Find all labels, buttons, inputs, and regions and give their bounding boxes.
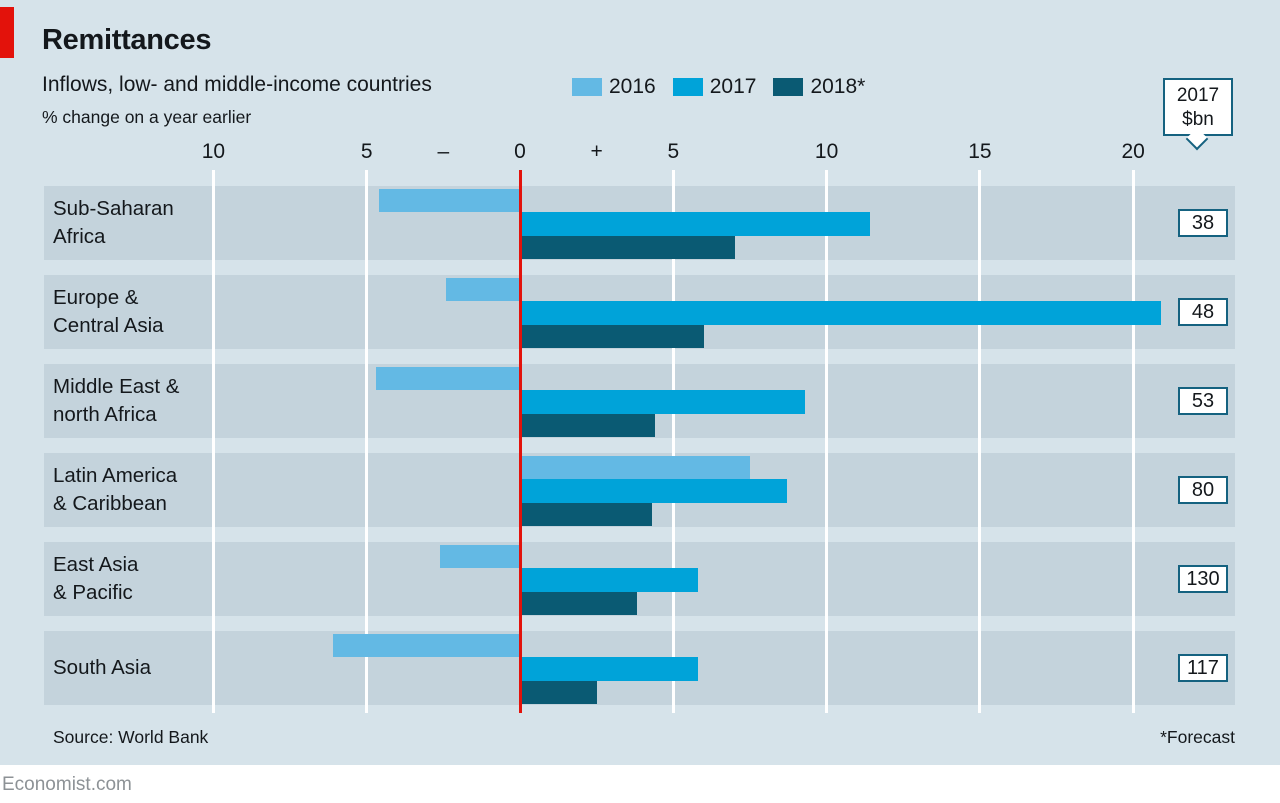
value-box-south-asia: 117: [1178, 654, 1228, 682]
legend-item-2017: 2017: [672, 75, 757, 99]
region-label-middle-east-north-africa: Middle East & north Africa: [53, 375, 180, 426]
footer-strip: Economist.com: [0, 765, 1280, 803]
bar-2018-latin-america-caribbean: [520, 502, 652, 527]
chart-unit-label: % change on a year earlier: [42, 107, 252, 127]
gridline-5: [671, 170, 675, 713]
gridline-15: [978, 170, 982, 713]
chart-legend: 2016 2017 2018*: [572, 75, 865, 99]
value-box-europe-central-asia: 48: [1178, 298, 1228, 326]
axis-tick-2.5: +: [590, 140, 603, 163]
bar-2018-middle-east-north-africa: [520, 413, 655, 438]
region-label-europe-central-asia: Europe & Central Asia: [53, 286, 164, 337]
source-note: Source: World Bank: [53, 727, 209, 747]
value-box-latin-america-caribbean: 80: [1178, 476, 1228, 504]
axis-tick-20: 20: [1121, 140, 1145, 163]
axis-tick--10: 10: [201, 140, 226, 163]
zero-baseline: [518, 170, 522, 713]
bar-2018-south-asia: [520, 680, 597, 705]
axis-tick-0: 0: [514, 140, 526, 163]
legend-item-2018: 2018*: [773, 75, 865, 99]
legend-item-2016: 2016: [572, 75, 656, 99]
bar-2016-south-asia: [332, 634, 520, 658]
forecast-note: *Forecast: [1160, 727, 1235, 747]
bar-2016-middle-east-north-africa: [375, 367, 520, 391]
legend-swatch-2017: [672, 78, 703, 96]
legend-swatch-2018: [773, 78, 804, 96]
legend-label-2016: 2016: [609, 75, 656, 98]
axis-tick--5: 5: [360, 140, 373, 163]
bar-2016-latin-america-caribbean: [520, 456, 750, 480]
economist-red-tab: [0, 7, 14, 58]
bar-2016-europe-central-asia: [446, 278, 520, 302]
region-label-latin-america-caribbean: Latin America & Caribbean: [53, 464, 178, 515]
value-box-sub-saharan-africa: 38: [1178, 209, 1228, 237]
bar-2017-europe-central-asia: [520, 301, 1161, 325]
value-box-east-asia-pacific: 130: [1178, 565, 1228, 593]
chart-subtitle: Inflows, low- and middle-income countrie…: [42, 73, 432, 96]
callout-2017-bn: 2017 $bn: [1163, 78, 1233, 136]
bar-2017-middle-east-north-africa: [520, 390, 806, 414]
gridline--10: [211, 170, 215, 713]
value-box-middle-east-north-africa: 53: [1178, 387, 1228, 415]
legend-label-2017: 2017: [709, 75, 757, 98]
bar-2017-sub-saharan-africa: [520, 212, 870, 236]
bar-2017-south-asia: [520, 657, 698, 681]
legend-swatch-2016: [572, 78, 602, 96]
gridline-10: [825, 170, 829, 713]
axis-tick-5: 5: [667, 140, 680, 163]
axis-tick-10: 10: [814, 140, 839, 163]
region-label-sub-saharan-africa: Sub-Saharan Africa: [53, 197, 174, 248]
bar-2016-sub-saharan-africa: [378, 189, 520, 213]
page-title: Remittances: [42, 24, 212, 56]
region-label-south-asia: South Asia: [53, 656, 152, 679]
callout-line1: 2017: [1176, 85, 1220, 106]
bar-2017-east-asia-pacific: [520, 568, 698, 592]
bar-2017-latin-america-caribbean: [520, 479, 787, 503]
brand-footer: Economist.com: [2, 774, 132, 795]
bar-2018-sub-saharan-africa: [520, 235, 735, 260]
bar-2016-east-asia-pacific: [440, 545, 520, 569]
gridline--5: [365, 170, 369, 713]
gridline-20: [1131, 170, 1135, 713]
legend-label-2018: 2018*: [810, 75, 866, 98]
bar-2018-east-asia-pacific: [520, 591, 637, 616]
axis-tick--2.5: –: [437, 140, 450, 163]
region-label-east-asia-pacific: East Asia & Pacific: [53, 553, 139, 604]
callout-line2: $bn: [1182, 109, 1214, 130]
axis-tick-15: 15: [968, 140, 992, 163]
bar-2018-europe-central-asia: [520, 324, 704, 349]
